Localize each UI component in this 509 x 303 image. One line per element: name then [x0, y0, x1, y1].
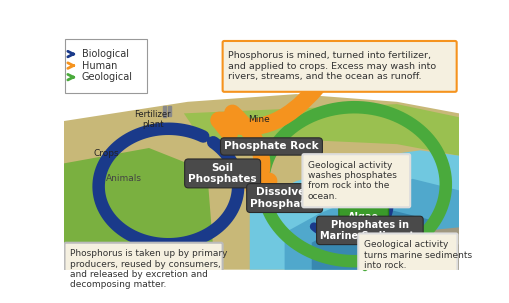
Text: Geological: Geological	[81, 72, 132, 82]
FancyBboxPatch shape	[222, 41, 456, 92]
Text: Biological: Biological	[81, 49, 128, 59]
Text: Crops: Crops	[93, 149, 119, 158]
Polygon shape	[284, 179, 458, 270]
Text: Fertilizer
plant: Fertilizer plant	[134, 110, 171, 129]
Polygon shape	[64, 148, 214, 270]
FancyBboxPatch shape	[302, 154, 409, 207]
Text: Dissolved
Phosphates: Dissolved Phosphates	[250, 187, 318, 209]
Polygon shape	[311, 210, 435, 270]
Polygon shape	[184, 104, 458, 156]
Text: Phosphates in
Marine Sediments: Phosphates in Marine Sediments	[319, 220, 419, 241]
Text: Animals: Animals	[106, 174, 142, 183]
Bar	[163, 106, 166, 117]
Text: Phosphorus is taken up by primary
producers, reused by consumers,
and released b: Phosphorus is taken up by primary produc…	[70, 249, 227, 289]
FancyBboxPatch shape	[338, 197, 388, 226]
FancyBboxPatch shape	[65, 39, 147, 93]
Polygon shape	[415, 244, 458, 270]
Text: Phosphate Rock: Phosphate Rock	[223, 142, 318, 152]
Polygon shape	[64, 94, 458, 270]
Polygon shape	[404, 227, 458, 270]
Text: Green
Algae: Green Algae	[347, 200, 380, 222]
FancyBboxPatch shape	[65, 243, 222, 296]
Polygon shape	[249, 150, 458, 270]
Text: Soil
Phosphates: Soil Phosphates	[188, 163, 257, 184]
Text: Geological activity
washes phosphates
from rock into the
ocean.: Geological activity washes phosphates fr…	[307, 161, 396, 201]
Text: Human: Human	[81, 61, 117, 71]
Text: Phosphorus is mined, turned into fertilizer,
and applied to crops. Excess may wa: Phosphorus is mined, turned into fertili…	[228, 52, 435, 81]
Text: Geological activity
turns marine sediments
into rock.: Geological activity turns marine sedimen…	[363, 240, 471, 270]
FancyBboxPatch shape	[357, 234, 457, 277]
Text: Mine: Mine	[248, 115, 269, 124]
Bar	[167, 106, 171, 116]
